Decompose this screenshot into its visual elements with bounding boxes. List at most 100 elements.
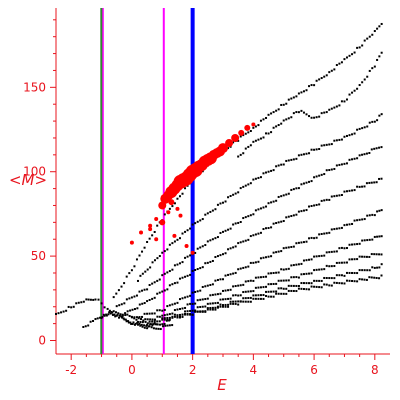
black-point [136, 307, 139, 310]
black-point [320, 286, 323, 289]
black-point [55, 312, 57, 315]
black-point [343, 282, 346, 285]
black-point [186, 229, 189, 232]
red-point [190, 250, 195, 255]
black-point [310, 116, 313, 119]
black-point [94, 318, 97, 321]
black-point [148, 320, 151, 323]
black-point [219, 278, 222, 281]
black-point [234, 245, 237, 248]
black-point [206, 307, 209, 310]
black-point [214, 237, 217, 240]
black-point [343, 190, 346, 193]
black-point [297, 241, 300, 244]
black-point [328, 277, 331, 280]
black-point [353, 243, 356, 246]
black-point [282, 287, 285, 290]
black-point [373, 235, 376, 238]
black-point [254, 286, 257, 289]
black-point [117, 289, 120, 292]
black-point [176, 197, 179, 200]
black-point [232, 302, 235, 305]
black-point [302, 288, 305, 291]
black-point [249, 130, 252, 133]
black-point [376, 27, 379, 30]
black-point [368, 269, 371, 272]
black-point [199, 246, 202, 249]
black-point [340, 100, 343, 103]
black-point [141, 315, 144, 318]
black-point [211, 259, 214, 262]
black-point [171, 312, 174, 315]
black-point [118, 314, 121, 317]
black-point [214, 256, 217, 259]
black-point [239, 135, 242, 138]
black-point [139, 321, 142, 324]
black-point [222, 304, 224, 307]
black-point [366, 75, 369, 78]
black-point [280, 292, 283, 295]
black-point [361, 239, 364, 242]
y-tick-label: 150 [23, 80, 46, 94]
black-point [127, 320, 130, 323]
black-point [358, 84, 361, 87]
black-point [158, 255, 161, 258]
black-point [140, 323, 143, 326]
black-point [270, 131, 273, 134]
black-point [335, 250, 338, 253]
black-point [300, 183, 303, 186]
black-point [358, 278, 361, 281]
black-point [351, 53, 354, 56]
black-point [375, 253, 378, 256]
black-point [330, 168, 333, 171]
black-point [227, 297, 230, 300]
black-point [222, 278, 224, 281]
black-point [262, 297, 265, 300]
black-point [315, 268, 318, 271]
black-point [373, 214, 376, 217]
black-point [275, 251, 278, 254]
black-point [351, 222, 354, 225]
black-point [186, 295, 189, 298]
black-point [323, 283, 326, 286]
black-point [380, 51, 383, 54]
black-point [156, 257, 159, 260]
black-point [239, 300, 242, 303]
black-point [232, 272, 235, 275]
black-point [131, 322, 134, 325]
black-point [335, 194, 338, 197]
black-point [265, 285, 268, 288]
black-point [338, 163, 341, 166]
black-point [365, 255, 368, 258]
black-point [214, 293, 217, 296]
black-point [239, 187, 242, 190]
black-point [146, 327, 149, 330]
black-point [161, 251, 164, 254]
black-point [254, 276, 257, 279]
black-point [330, 277, 333, 280]
black-point [290, 289, 293, 292]
black-point [146, 322, 149, 325]
black-point [292, 264, 295, 267]
black-point [181, 313, 184, 316]
black-point [290, 188, 293, 191]
black-point [353, 51, 356, 54]
black-point [267, 295, 270, 298]
y-tick-label: 100 [23, 165, 46, 179]
black-point [318, 115, 321, 118]
black-point [222, 305, 224, 308]
black-point [320, 173, 323, 176]
black-point [345, 190, 348, 193]
black-point [338, 194, 341, 197]
black-point [320, 199, 323, 202]
black-point [146, 312, 149, 315]
black-point [229, 273, 232, 276]
black-point [171, 205, 174, 208]
black-point [270, 295, 273, 298]
black-point [320, 232, 323, 235]
black-point [199, 298, 202, 301]
black-point [137, 317, 140, 320]
black-point [297, 263, 300, 266]
red-point [238, 129, 245, 136]
black-point [361, 218, 364, 221]
